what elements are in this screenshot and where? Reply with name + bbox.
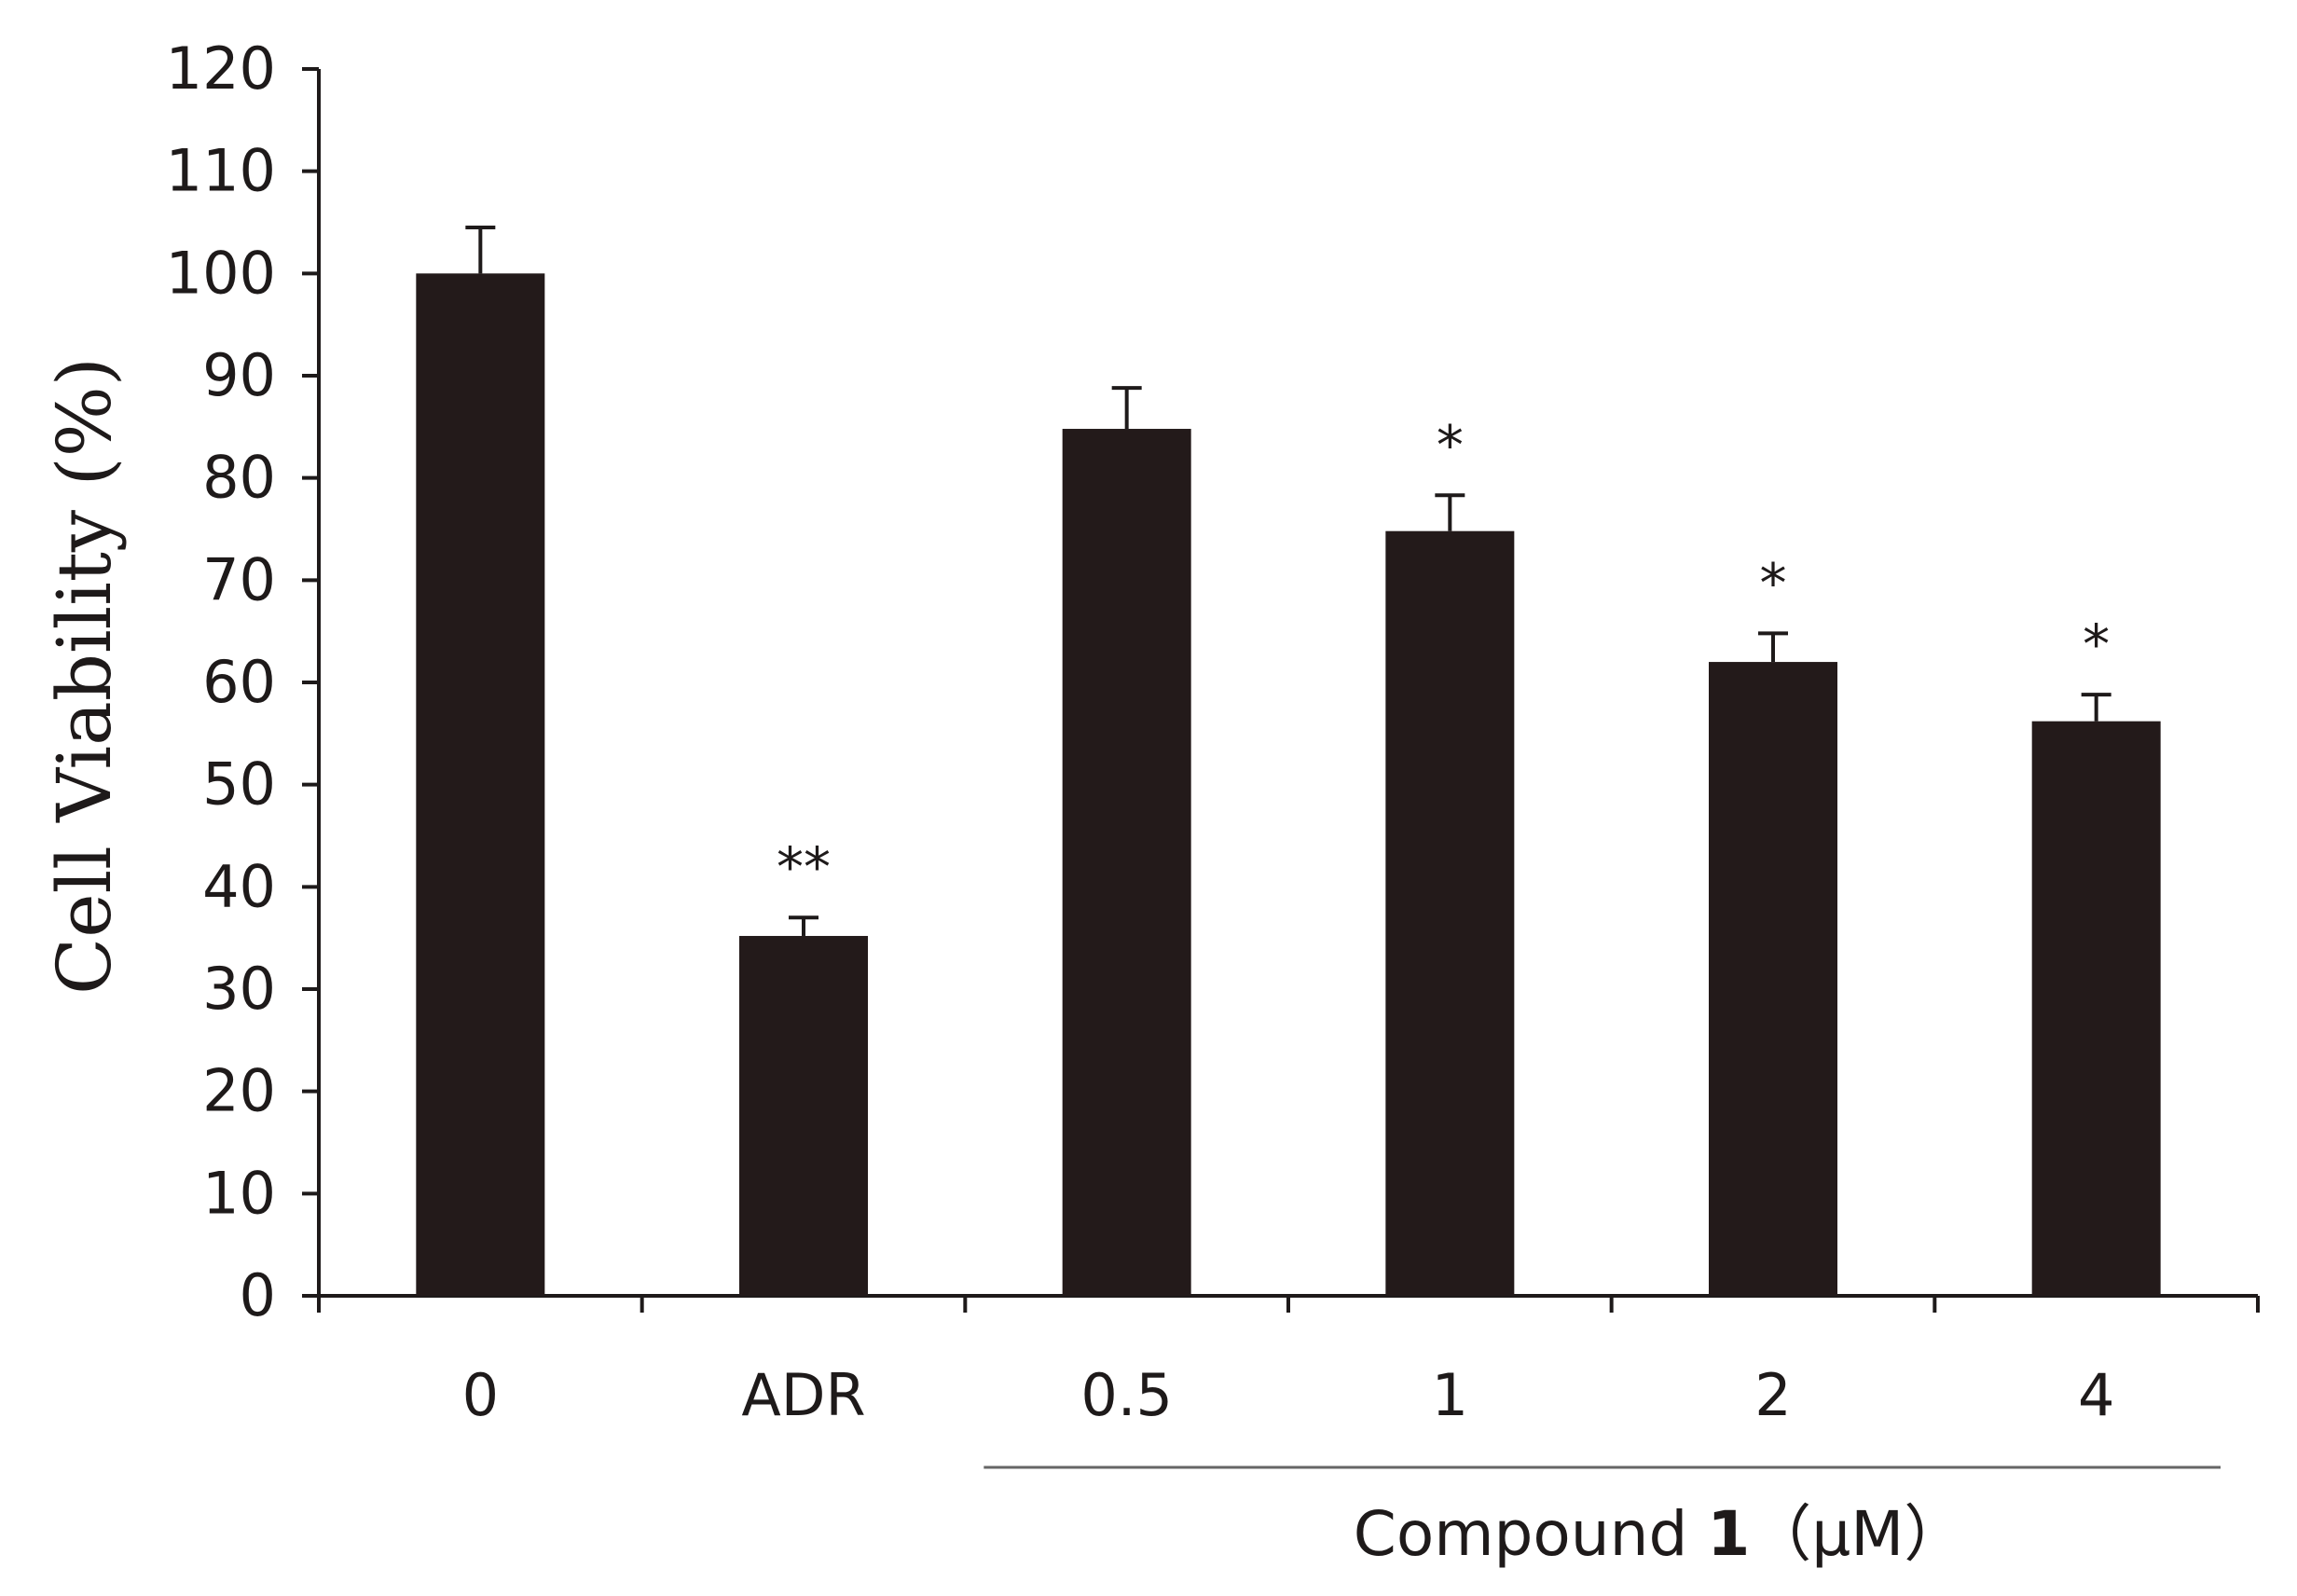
y-tick-label: 60 [202,648,276,716]
y-tick-label: 110 [166,137,276,205]
y-tick-label: 80 [202,444,276,512]
bar-1 [1385,530,1515,1296]
significance-marker: * [1760,551,1787,614]
compound-label-number: 1 [1707,1498,1750,1570]
x-tick-label: 4 [2078,1361,2114,1429]
bar-0 [416,273,545,1296]
bar-0.5 [1062,429,1191,1296]
compound-label-prefix: Compound [1354,1498,1708,1570]
x-tick-label: 0 [462,1361,499,1429]
bar-adr [739,935,868,1296]
y-tick-label: 40 [202,852,276,920]
significance-marker: * [2083,612,2110,676]
y-tick-label: 0 [240,1261,276,1329]
x-tick-label: 2 [1754,1361,1791,1429]
y-axis-label: Cell Viability (%) [41,357,128,995]
significance-marker: * [1437,413,1464,476]
y-tick-label: 30 [202,955,276,1023]
bars [416,225,2161,1296]
bar-4 [2031,721,2161,1296]
bar-2 [1709,662,1837,1296]
y-tick-label: 10 [202,1159,276,1227]
y-tick-label: 70 [202,545,276,613]
x-tick-label: ADR [741,1361,865,1429]
x-tick-label: 0.5 [1080,1361,1173,1429]
significance-marker: ** [777,835,831,899]
compound-label-unit: （μM） [1750,1498,1965,1570]
y-tick-label: 120 [166,34,276,103]
y-tick-label: 90 [202,341,276,409]
axes [302,67,2260,1469]
y-tick-label: 20 [202,1057,276,1125]
y-tick-label: 100 [166,239,276,307]
compound-group-label: Compound 1（μM） [1354,1498,1965,1570]
y-tick-label: 50 [202,750,276,819]
x-tick-label: 1 [1432,1361,1468,1429]
